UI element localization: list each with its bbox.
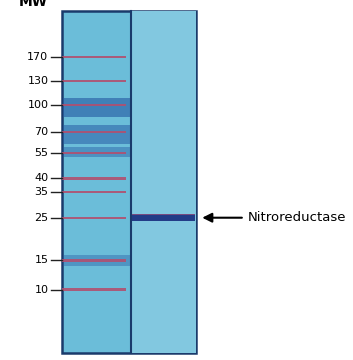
Bar <box>131 11 196 353</box>
Text: 100: 100 <box>28 100 48 110</box>
Text: 35: 35 <box>34 187 48 197</box>
Bar <box>62 288 126 291</box>
Bar <box>62 177 126 180</box>
Text: 170: 170 <box>27 52 48 62</box>
Bar <box>62 56 126 58</box>
Text: 10: 10 <box>34 284 48 294</box>
Bar <box>62 216 126 219</box>
Bar <box>132 214 195 215</box>
Bar <box>62 80 126 82</box>
Text: 15: 15 <box>34 256 48 265</box>
Bar <box>62 11 196 353</box>
Bar <box>62 104 126 106</box>
Text: Nitroreductase: Nitroreductase <box>204 211 346 224</box>
Text: 25: 25 <box>34 213 48 223</box>
Bar <box>62 191 126 193</box>
Bar <box>132 214 195 221</box>
Text: MW: MW <box>19 0 48 9</box>
Text: 70: 70 <box>34 127 48 137</box>
Bar <box>62 152 126 154</box>
Bar <box>63 125 130 144</box>
Bar <box>63 147 130 157</box>
Text: 130: 130 <box>28 76 48 86</box>
Bar <box>62 259 126 262</box>
Bar <box>63 255 130 266</box>
Bar <box>63 98 130 117</box>
Bar <box>62 131 126 134</box>
Text: 40: 40 <box>34 174 48 183</box>
Text: 55: 55 <box>34 148 48 158</box>
